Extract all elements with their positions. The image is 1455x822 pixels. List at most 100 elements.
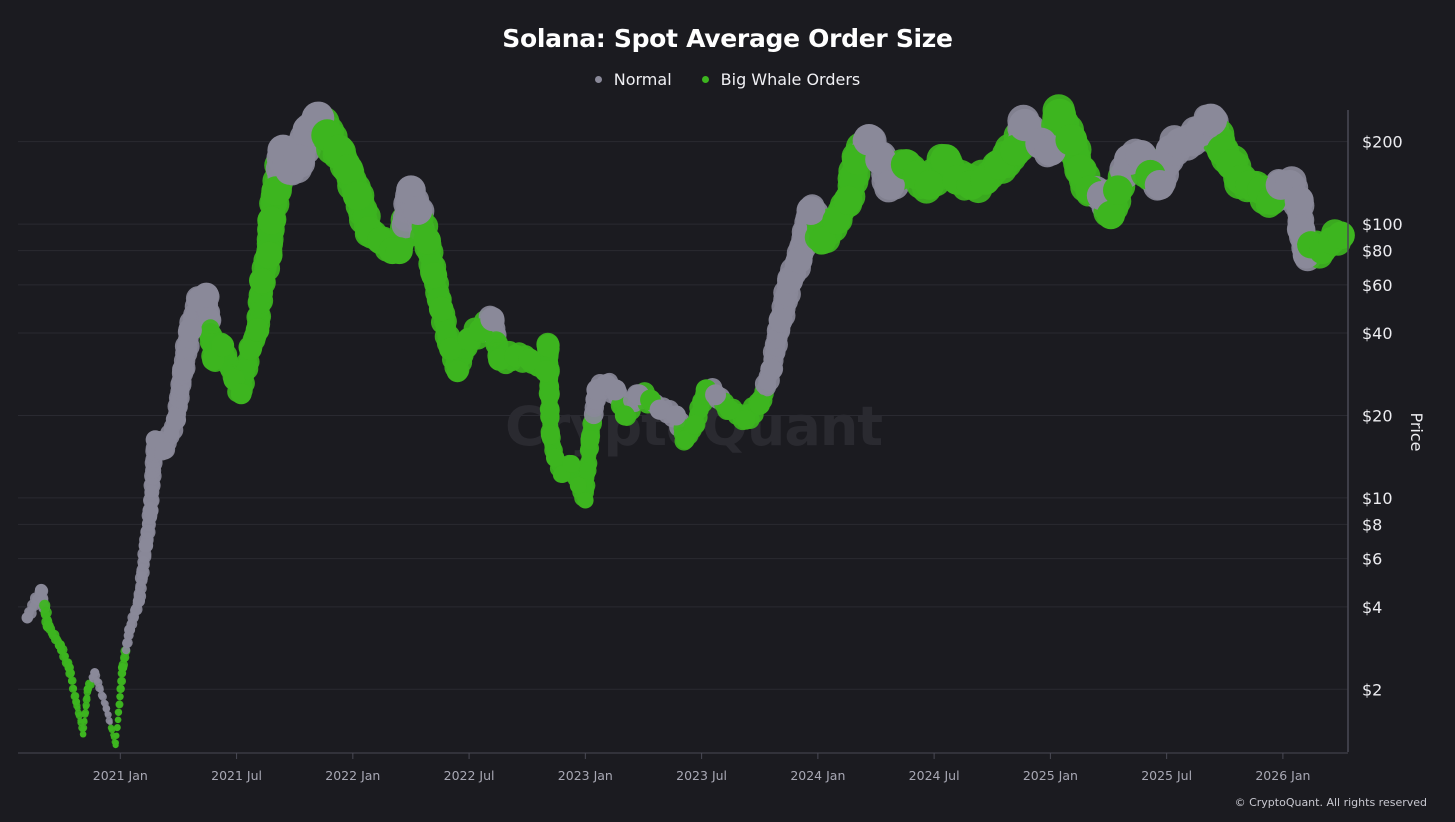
whale-point	[83, 685, 93, 694]
normal-point	[796, 196, 826, 225]
normal-point	[403, 196, 433, 225]
whale-point	[534, 360, 557, 383]
normal-point	[121, 645, 131, 655]
whale-point	[70, 685, 77, 692]
whale-point	[684, 414, 705, 435]
whale-point	[40, 606, 52, 619]
x-tick-label: 2024 Jan	[790, 768, 845, 783]
normal-point	[124, 624, 136, 636]
whale-point	[71, 691, 80, 700]
whale-point	[1055, 124, 1088, 156]
whale-point	[245, 318, 270, 342]
chart-title: Solana: Spot Average Order Size	[502, 24, 953, 53]
whale-point	[1043, 98, 1077, 132]
whale-point	[719, 399, 740, 420]
whale-point	[261, 176, 291, 206]
normal-point	[604, 379, 627, 401]
normal-point	[132, 594, 146, 608]
normal-point	[1194, 103, 1228, 137]
whale-point	[81, 717, 88, 724]
normal-point	[97, 686, 104, 693]
whale-point	[562, 454, 581, 473]
whale-point	[112, 742, 119, 749]
normal-point	[142, 502, 159, 519]
whale-point	[80, 724, 88, 732]
whale-point	[518, 348, 541, 371]
whale-point	[79, 730, 87, 738]
whale-point	[833, 185, 863, 216]
whale-point	[1327, 221, 1355, 250]
normal-point	[166, 409, 187, 430]
whale-point	[115, 700, 124, 709]
normal-point	[90, 668, 100, 678]
whale-point	[42, 620, 54, 632]
normal-point	[193, 282, 219, 308]
y-tick-label: $4	[1362, 598, 1382, 617]
whale-point	[116, 685, 125, 693]
y-tick-label: $80	[1362, 242, 1393, 261]
x-tick-label: 2024 Jul	[909, 768, 960, 783]
normal-point	[1284, 185, 1314, 216]
whale-point	[421, 262, 448, 289]
y-tick-label: $100	[1362, 215, 1403, 234]
whale-point	[999, 134, 1032, 166]
normal-point	[172, 358, 195, 381]
x-tick-label: 2021 Jan	[93, 768, 148, 783]
normal-point	[785, 246, 813, 274]
whale-point	[108, 726, 116, 734]
whale-point	[117, 662, 128, 673]
legend-whale-label: Big Whale Orders	[720, 70, 861, 89]
y-tick-label: $40	[1362, 324, 1393, 343]
normal-point	[155, 441, 174, 460]
legend: Normal Big Whale Orders	[0, 70, 1455, 89]
whale-point	[580, 430, 600, 450]
whale-point	[82, 701, 90, 709]
normal-point	[102, 704, 111, 713]
normal-point	[178, 318, 202, 342]
data-points	[21, 94, 1355, 749]
normal-point	[480, 306, 505, 332]
y-tick-label: $20	[1362, 406, 1393, 425]
y-tick-label: $8	[1362, 515, 1382, 534]
whale-point	[428, 296, 454, 322]
axes: $200 $100 $80 $60 $40 $20 $10 $8 $6 $4 $2 2021 Jan 2…	[18, 110, 1426, 783]
normal-point	[665, 405, 687, 426]
y-tick-label: $2	[1362, 680, 1382, 699]
legend-normal-marker	[594, 76, 602, 83]
whale-point	[413, 226, 441, 255]
y-tick-label: $10	[1362, 489, 1393, 508]
x-tick-label: 2022 Jul	[444, 768, 495, 783]
x-tick-label: 2025 Jul	[1141, 768, 1192, 783]
whale-point	[230, 383, 252, 405]
whale-point	[536, 334, 560, 358]
whale-point	[577, 492, 594, 509]
y-tick-label: $200	[1362, 133, 1403, 152]
normal-point	[34, 583, 48, 597]
normal-point	[122, 637, 133, 648]
normal-point	[705, 384, 727, 406]
legend-item-normal[interactable]: Normal	[594, 70, 672, 89]
normal-point	[768, 308, 793, 333]
whale-point	[211, 334, 235, 358]
whale-point	[675, 430, 695, 450]
whale-point	[116, 693, 124, 701]
x-tick-label: 2023 Jan	[558, 768, 613, 783]
whale-point	[808, 226, 837, 255]
normal-point	[107, 719, 113, 726]
whale-point	[81, 709, 90, 717]
whale-point	[545, 448, 565, 468]
whale-point	[64, 662, 74, 673]
legend-item-big-whale-orders[interactable]: Big Whale Orders	[701, 70, 861, 89]
whale-point	[114, 732, 120, 738]
whale-point	[749, 394, 771, 415]
whale-point	[54, 639, 66, 651]
whale-point	[735, 409, 756, 430]
x-tick-label: 2021 Jul	[211, 768, 262, 783]
normal-point	[138, 538, 154, 553]
whale-point	[72, 697, 81, 706]
whale-point	[342, 180, 373, 211]
normal-point	[865, 144, 897, 176]
normal-point	[138, 550, 152, 564]
whale-point	[255, 241, 283, 269]
x-tick-label: 2025 Jan	[1023, 768, 1078, 783]
